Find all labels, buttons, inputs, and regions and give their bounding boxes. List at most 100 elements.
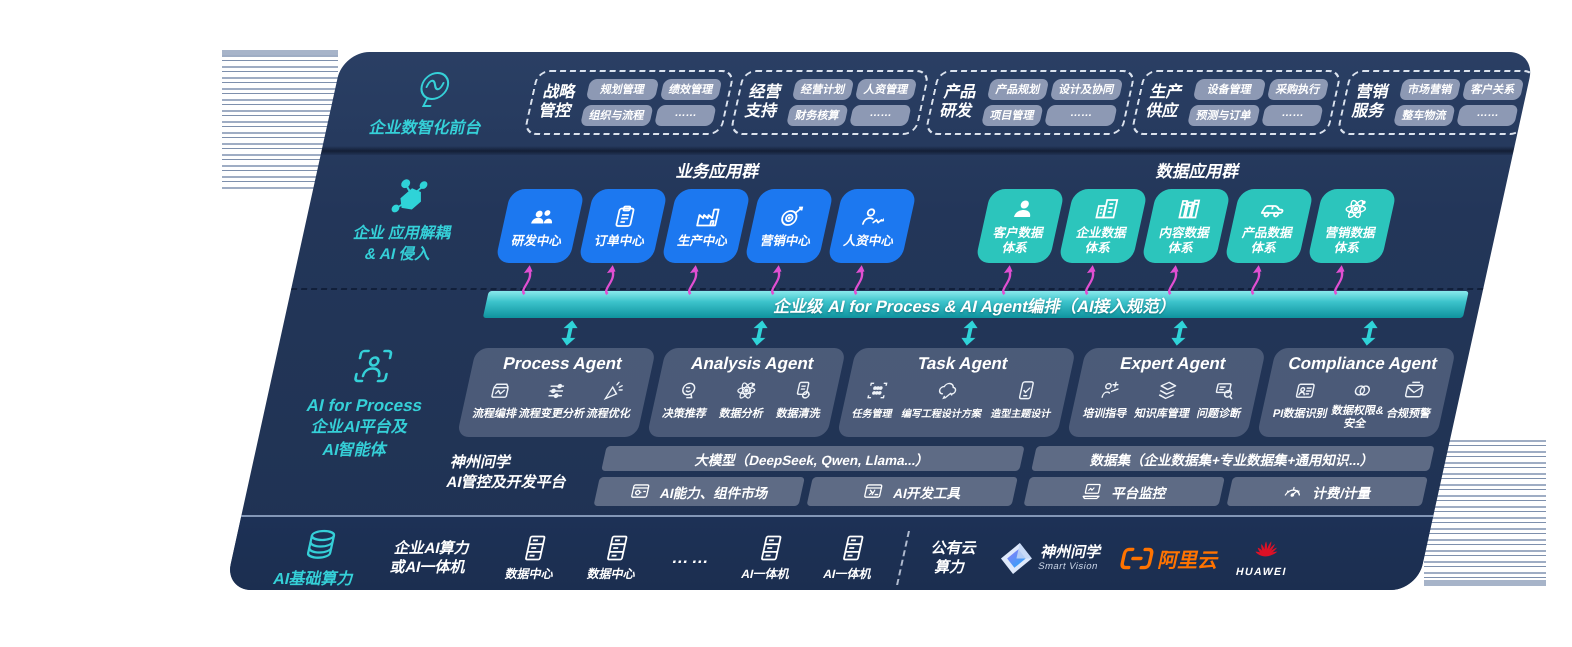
diagnose-icon bbox=[1210, 379, 1238, 402]
ai-capability-market-box: AI能力、组件市场 bbox=[593, 477, 805, 507]
platform-label-line1: 神州问学 bbox=[449, 454, 513, 472]
group-title: 经营支持 bbox=[743, 83, 784, 120]
brain-head-icon bbox=[407, 67, 461, 111]
vendor-huawei: HUAWEI bbox=[1235, 539, 1295, 578]
data-card-enterprise: 企业数据体系 bbox=[1057, 189, 1149, 263]
chip: 组织与流程 bbox=[580, 104, 654, 126]
agent-item-label: 造型主题设计 bbox=[989, 409, 1053, 420]
compute-label: 企业AI算力 或AI一体机 bbox=[374, 539, 487, 578]
node-label: AI一体机 bbox=[821, 567, 874, 582]
card-label: 产品数据体系 bbox=[1240, 226, 1294, 255]
platform-row: 神州问学 AI管控及开发平台 大模型（DeepSeek, Qwen, Llama… bbox=[441, 446, 1435, 507]
app-card-production-center: 生产中心 bbox=[660, 189, 752, 263]
agents-row: Process Agent 流程编排 流程变更分析 流程优化 Analysis … bbox=[456, 348, 1457, 438]
atom-icon bbox=[1340, 196, 1372, 222]
models-section: 大模型（DeepSeek, Qwen, Llama...） AI能力、组件市场 … bbox=[593, 446, 1025, 507]
data-app-group: 数据应用群 客户数据体系 企业数据体系 bbox=[970, 155, 1405, 287]
node-ai-appliance-2: AI一体机 bbox=[815, 534, 888, 582]
workflow-icon bbox=[486, 379, 514, 402]
aliyun-logo bbox=[1117, 546, 1156, 571]
market-icon bbox=[627, 481, 653, 502]
layer-ai-platform: AI for Process 企业AI平台及 AI智能体 Process Age… bbox=[243, 320, 1476, 507]
card-label: 营销数据体系 bbox=[1323, 226, 1377, 255]
chip: 经营计划 bbox=[791, 78, 855, 100]
billing-metering-box: 计费/计量 bbox=[1226, 477, 1428, 507]
analysis-agent-box: Analysis Agent 决策推荐 数据分析 数据清洗 bbox=[646, 348, 846, 438]
datasets-section: 数据集（企业数据集+专业数据集+通用知识...） 平台监控 计费/计量 bbox=[1023, 446, 1435, 507]
group-title: 生产供应 bbox=[1144, 83, 1185, 120]
team-icon bbox=[526, 204, 558, 230]
process-agent-box: Process Agent 流程编排 流程变更分析 流程优化 bbox=[456, 348, 657, 438]
compute-line1: 企业AI算力 bbox=[392, 539, 472, 557]
chip: 绩效管理 bbox=[659, 78, 723, 100]
ai-platform-line3: AI智能体 bbox=[320, 441, 389, 459]
agent-title: Expert Agent bbox=[1118, 354, 1228, 373]
chip: …… bbox=[1044, 104, 1118, 126]
chip: 整车物流 bbox=[1393, 104, 1456, 126]
node-ai-appliance-1: AI一体机 bbox=[733, 534, 806, 582]
app-layer-label: 企业 应用解耦 & AI 侵入 bbox=[292, 155, 519, 287]
data-card-product: 产品数据体系 bbox=[1223, 189, 1315, 263]
huawei-logo bbox=[1246, 539, 1286, 565]
sliders-icon bbox=[543, 379, 571, 402]
dashed-separator bbox=[290, 288, 1484, 290]
layer-infrastructure: AI基础算力 企业AI算力 或AI一体机 数据中心 数据中心 …… AI一体机 bbox=[225, 515, 1434, 590]
model-bar: 大模型（DeepSeek, Qwen, Llama...） bbox=[601, 446, 1025, 472]
ai-bus-bar: 企业级 AI for Process & AI Agent编排（AI接入规范） bbox=[482, 291, 1469, 318]
vendor-smartvision: 神州问学 Smart Vision bbox=[996, 542, 1103, 575]
agent-item-label: PI数据识别 bbox=[1271, 408, 1329, 420]
smartvision-logo bbox=[996, 542, 1036, 575]
tablet-check-icon bbox=[1012, 379, 1040, 402]
ai-devtools-box: AI开发工具 bbox=[806, 477, 1018, 507]
data-group-title: 数据应用群 bbox=[1154, 163, 1242, 181]
agent-item-label: 合规预警 bbox=[1385, 408, 1433, 420]
chip: 项目管理 bbox=[981, 104, 1044, 126]
group-title: 产品研发 bbox=[938, 83, 979, 120]
server-icon bbox=[754, 534, 788, 562]
group-title: 营销服务 bbox=[1350, 83, 1391, 120]
ai-bus-label: 企业级 AI for Process & AI Agent编排（AI接入规范） bbox=[772, 297, 1179, 316]
agent-item-label: 流程变更分析 bbox=[517, 408, 586, 420]
plat-box-label: AI能力、组件市场 bbox=[658, 485, 770, 501]
chip: 采购执行 bbox=[1266, 78, 1330, 100]
chip: 财务核算 bbox=[786, 104, 849, 126]
head-idea-icon bbox=[676, 379, 704, 402]
server-icon bbox=[600, 534, 634, 562]
car-icon bbox=[1257, 196, 1289, 222]
front-groups: 战略管控 规划管理 绩效管理 组织与流程 …… 经营支持 经营计划 人资管理 财… bbox=[523, 69, 1536, 135]
node-label: AI一体机 bbox=[739, 567, 792, 582]
agent-item-label: 流程优化 bbox=[585, 408, 632, 420]
agent-item-label: 数据分析 bbox=[718, 408, 765, 420]
infra-label: AI基础算力 bbox=[271, 527, 365, 589]
expert-agent-box: Expert Agent 培训指导 知识库管理 问题诊断 bbox=[1066, 348, 1267, 438]
molecule-icon bbox=[384, 177, 435, 219]
card-label: 订单中心 bbox=[593, 233, 647, 248]
id-card-icon bbox=[1291, 379, 1319, 402]
layers-icon bbox=[1153, 379, 1181, 402]
ai-platform-line2: 企业AI平台及 bbox=[309, 419, 410, 436]
monitor-icon bbox=[1079, 481, 1105, 502]
chip: …… bbox=[849, 104, 912, 126]
card-label: 内容数据体系 bbox=[1157, 226, 1211, 255]
data-card-customer: 客户数据体系 bbox=[974, 189, 1066, 263]
chip: …… bbox=[654, 104, 717, 126]
infra-title: AI基础算力 bbox=[271, 571, 356, 589]
factory-icon bbox=[692, 204, 724, 230]
chip: 预测与订单 bbox=[1187, 104, 1261, 126]
cloud-line2: 算力 bbox=[933, 559, 967, 577]
front-group-strategy: 战略管控 规划管理 绩效管理 组织与流程 …… bbox=[523, 69, 736, 135]
node-label: 数据中心 bbox=[503, 567, 556, 582]
grid-scan-icon bbox=[863, 379, 891, 402]
card-label: 企业数据体系 bbox=[1074, 226, 1128, 255]
data-card-marketing: 营销数据体系 bbox=[1306, 189, 1398, 263]
agent-title: Compliance Agent bbox=[1286, 354, 1440, 373]
smartvision-sub: Smart Vision bbox=[1036, 561, 1100, 573]
node-label: 数据中心 bbox=[585, 567, 638, 582]
target-icon bbox=[775, 204, 807, 230]
front-group-marketing: 营销服务 市场营销 客户关系 整车物流 …… bbox=[1336, 69, 1536, 135]
agent-item-label: 数据清洗 bbox=[775, 408, 822, 420]
chip: 客户关系 bbox=[1461, 78, 1525, 100]
agent-title: Task Agent bbox=[915, 354, 1010, 373]
database-icon bbox=[299, 527, 343, 563]
